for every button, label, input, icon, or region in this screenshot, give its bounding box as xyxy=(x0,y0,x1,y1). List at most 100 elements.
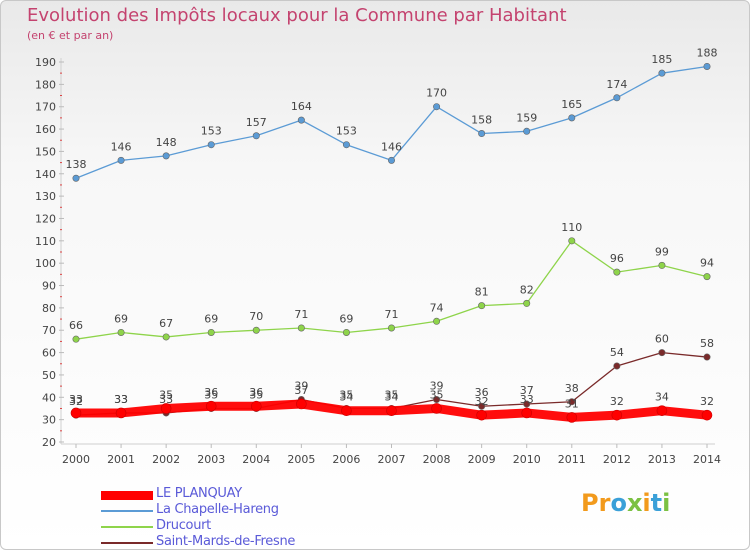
data-point xyxy=(117,156,125,164)
data-label: 33 xyxy=(114,393,128,406)
legend-label: La Chapelle-Hareng xyxy=(156,502,279,517)
data-point xyxy=(115,407,127,419)
data-point xyxy=(658,69,666,77)
data-point xyxy=(252,326,260,334)
y-tick-label: 160 xyxy=(35,123,56,136)
x-tick-label: 2010 xyxy=(513,453,541,466)
chart-subtitle: (en € et par an) xyxy=(27,29,114,42)
x-tick-label: 2001 xyxy=(107,453,135,466)
data-label: 35 xyxy=(249,388,263,401)
data-point xyxy=(386,405,397,417)
data-label: 148 xyxy=(156,136,177,149)
data-label: 33 xyxy=(69,393,83,406)
data-label: 67 xyxy=(159,317,173,330)
data-point xyxy=(478,130,486,138)
proxiti-logo[interactable]: Proxiti xyxy=(581,489,670,517)
data-label: 146 xyxy=(381,140,402,153)
data-label: 35 xyxy=(385,388,399,401)
x-tick-label: 2007 xyxy=(378,453,406,466)
data-label: 157 xyxy=(246,116,267,129)
y-tick-label: 20 xyxy=(42,436,56,449)
data-point xyxy=(658,349,666,357)
data-label: 69 xyxy=(339,312,353,325)
data-point xyxy=(613,362,621,370)
data-label: 37 xyxy=(294,384,308,397)
data-label: 58 xyxy=(700,337,714,350)
y-tick-label: 150 xyxy=(35,145,56,158)
data-point xyxy=(70,407,82,419)
data-label: 38 xyxy=(565,382,579,395)
data-label: 71 xyxy=(385,308,399,321)
data-point xyxy=(613,94,621,102)
data-label: 69 xyxy=(204,312,218,325)
x-tick-label: 2011 xyxy=(558,453,586,466)
data-label: 32 xyxy=(610,395,624,408)
y-tick-label: 60 xyxy=(42,347,56,360)
data-point xyxy=(250,400,262,412)
chart-title: Evolution des Impôts locaux pour la Comm… xyxy=(27,5,567,26)
data-point xyxy=(207,328,215,336)
data-label: 32 xyxy=(69,395,83,408)
data-point xyxy=(568,398,576,406)
data-point xyxy=(523,127,531,135)
data-label: 31 xyxy=(565,397,579,410)
logo-letter: i xyxy=(662,489,671,517)
data-point xyxy=(162,333,170,341)
y-tick-label: 140 xyxy=(35,168,56,181)
data-point xyxy=(703,353,711,361)
data-label: 66 xyxy=(69,319,83,332)
logo-letter: t xyxy=(650,489,663,517)
data-label: 36 xyxy=(475,386,489,399)
data-point xyxy=(521,407,533,419)
data-label: 81 xyxy=(475,286,489,299)
data-label: 158 xyxy=(471,114,492,127)
y-tick-label: 130 xyxy=(35,190,56,203)
data-point xyxy=(297,116,305,124)
legend-swatch xyxy=(101,526,153,528)
data-point xyxy=(162,152,170,160)
logo-letter: x xyxy=(626,489,643,517)
legend-label: Saint-Mards-de-Fresne xyxy=(156,534,296,549)
data-point xyxy=(342,328,350,336)
x-tick-label: 2006 xyxy=(332,453,360,466)
data-label: 33 xyxy=(159,393,173,406)
data-label: 35 xyxy=(204,388,218,401)
data-label: 138 xyxy=(66,158,87,171)
x-tick-label: 2003 xyxy=(197,453,225,466)
data-label: 39 xyxy=(294,380,308,393)
legend-swatch xyxy=(101,542,153,544)
legend-label: LE PLANQUAY xyxy=(156,486,242,501)
logo-letter: o xyxy=(610,489,627,517)
data-point xyxy=(478,302,486,310)
data-label: 153 xyxy=(201,125,222,138)
data-label: 82 xyxy=(520,283,534,296)
data-label: 99 xyxy=(655,245,669,258)
data-label: 33 xyxy=(114,393,128,406)
x-tick-label: 2002 xyxy=(152,453,180,466)
x-tick-label: 2008 xyxy=(423,453,451,466)
data-label: 35 xyxy=(430,388,444,401)
data-label: 54 xyxy=(610,346,624,359)
data-point xyxy=(117,328,125,336)
y-tick-label: 100 xyxy=(35,257,56,270)
data-label: 165 xyxy=(561,98,582,111)
data-point xyxy=(387,324,395,332)
y-tick-label: 30 xyxy=(42,414,56,427)
y-tick-label: 170 xyxy=(35,101,56,114)
data-point xyxy=(478,402,486,410)
data-label: 34 xyxy=(655,391,669,404)
data-label: 71 xyxy=(294,308,308,321)
data-label: 35 xyxy=(159,388,173,401)
data-label: 70 xyxy=(249,310,263,323)
data-label: 32 xyxy=(700,395,714,408)
data-label: 170 xyxy=(426,87,447,100)
data-point xyxy=(433,317,441,325)
data-label: 110 xyxy=(561,221,582,234)
logo-letter: r xyxy=(598,489,611,517)
data-label: 36 xyxy=(204,386,218,399)
data-point xyxy=(387,156,395,164)
logo-letter: i xyxy=(642,489,651,517)
